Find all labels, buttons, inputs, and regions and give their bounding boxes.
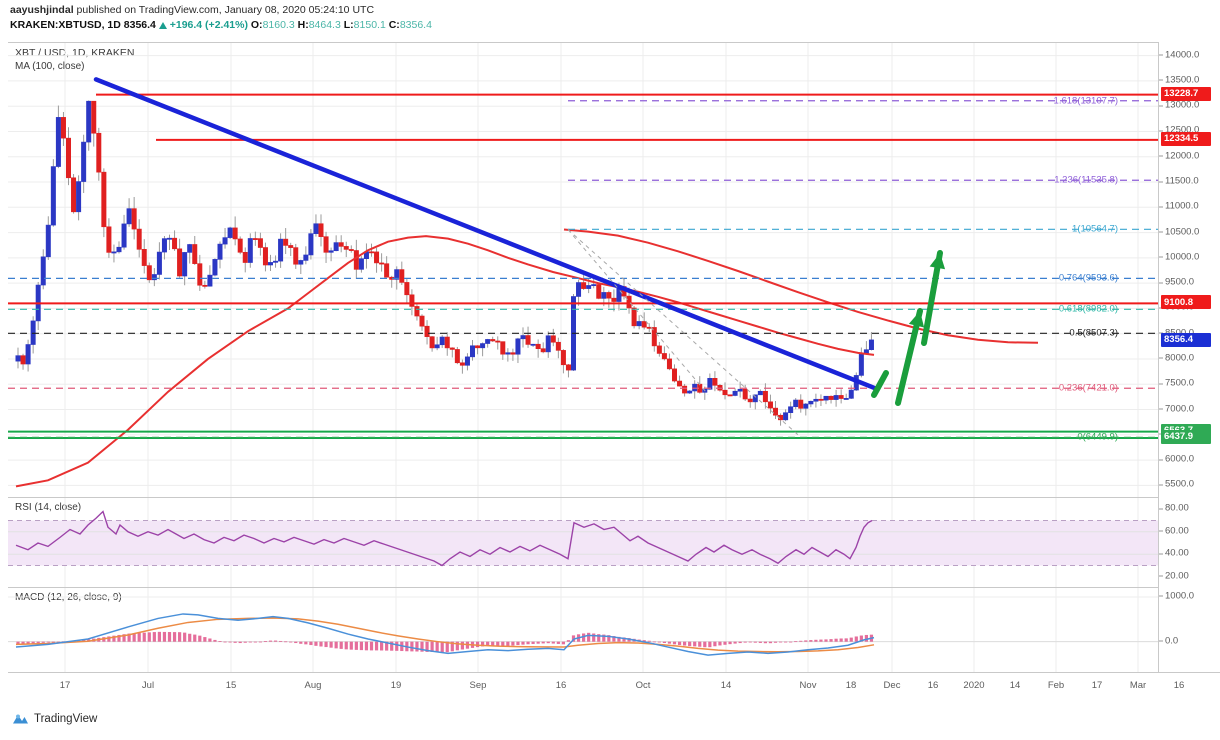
macd-axis-tick: 1000.0 bbox=[1158, 590, 1195, 602]
time-axis-tick: 17 bbox=[1091, 680, 1103, 691]
price-axis-tick: 8000.0 bbox=[1158, 352, 1195, 364]
high-value: 8464.3 bbox=[308, 19, 341, 31]
author-name: aayushjindal bbox=[10, 4, 74, 16]
fib-level-label: 0.618(8982.0) bbox=[1058, 303, 1118, 315]
price-axis-tick: 10000.0 bbox=[1158, 251, 1200, 263]
close-value: 8356.4 bbox=[399, 19, 432, 31]
price-plot bbox=[8, 43, 1158, 498]
time-axis-tick: Jul bbox=[141, 680, 155, 691]
price-axis-tick: 12000.0 bbox=[1158, 150, 1200, 162]
macd-pane[interactable]: MACD (12, 26, close, 9) bbox=[8, 587, 1158, 673]
time-axis[interactable]: 17 Jul 15 Aug 19 Sep 16 Oct 14 Nov 18 Dec 16 2020 14 Fe… bbox=[8, 672, 1220, 699]
mountain-icon bbox=[13, 714, 28, 724]
time-axis-tick: 19 bbox=[390, 680, 402, 691]
price-axis-tick: 8500.0 bbox=[1158, 327, 1194, 338]
up-arrow-annotation bbox=[921, 250, 946, 346]
symbol-quote-line: KRAKEN:XBTUSD, 1D 8356.4 +196.4 (+2.41%)… bbox=[10, 19, 432, 31]
rsi-axis-tick: 60.00 bbox=[1159, 525, 1189, 537]
fib-level-label: 0.5(8507.3) bbox=[1069, 327, 1118, 339]
time-axis-tick: 14 bbox=[720, 680, 732, 691]
price-axis-tick: 13500.0 bbox=[1158, 74, 1200, 86]
fib-level-label: 1.618(13107.7) bbox=[1053, 95, 1118, 107]
fib-level-label: 1.236(11535.8) bbox=[1054, 174, 1118, 186]
price-axis-tick: 13000.0 bbox=[1158, 99, 1200, 111]
rsi-axis-tick: 20.00 bbox=[1159, 570, 1189, 582]
time-axis-tick: Nov bbox=[799, 680, 817, 691]
low-value: 8150.1 bbox=[353, 19, 386, 31]
price-axis-tick: 11000.0 bbox=[1159, 200, 1199, 212]
time-axis-tick: 14 bbox=[1009, 680, 1021, 691]
open-label: O: bbox=[250, 19, 263, 31]
time-axis-tick: 16 bbox=[1173, 680, 1185, 691]
time-axis-tick: Oct bbox=[635, 680, 651, 691]
high-label: H: bbox=[297, 19, 309, 31]
fib-level-label: 0(6449.9) bbox=[1077, 431, 1118, 443]
tradingview-logo[interactable]: TradingView bbox=[12, 712, 97, 725]
diagonal-dash-annotation bbox=[871, 370, 889, 398]
time-axis-tick: 16 bbox=[555, 680, 567, 691]
time-axis-tick: 18 bbox=[845, 680, 857, 691]
price-axis-tick: 14000.0 bbox=[1158, 49, 1200, 61]
chart-header: aayushjindal published on TradingView.co… bbox=[0, 0, 1220, 42]
symbol-label: KRAKEN:XBTUSD, 1D bbox=[10, 19, 121, 31]
price-axis-tick: 9500.0 bbox=[1158, 276, 1195, 288]
fib-level-label: 0.236(7421.0) bbox=[1058, 382, 1118, 394]
price-badge: 8356.4 bbox=[1161, 332, 1211, 347]
chart-frame[interactable]: XBT / USD, 1D, KRAKEN MA (100, close) 1.… bbox=[0, 42, 1220, 712]
fib-level-label: 0.764(9593.6) bbox=[1058, 272, 1118, 284]
time-axis-tick: Dec bbox=[883, 680, 901, 691]
price-axis[interactable]: 14000.0 13500.0 13000.0 12500.0 12000.0 11500… bbox=[1158, 42, 1220, 672]
time-axis-tick: Mar bbox=[1129, 680, 1147, 691]
price-axis-tick: 12500.0 bbox=[1158, 124, 1200, 136]
rsi-axis-tick: 80.00 bbox=[1159, 502, 1189, 514]
time-axis-tick: 2020 bbox=[963, 680, 985, 691]
price-axis-tick: 7000.0 bbox=[1158, 403, 1195, 415]
price-axis-tick: 7500.0 bbox=[1158, 377, 1195, 389]
low-label: L: bbox=[343, 19, 354, 31]
price-badge: 13228.7 bbox=[1161, 86, 1211, 101]
time-axis-tick: Sep bbox=[469, 680, 487, 691]
tradingview-brand: TradingView bbox=[34, 712, 98, 725]
price-pane[interactable]: XBT / USD, 1D, KRAKEN MA (100, close) 1.… bbox=[8, 42, 1158, 498]
price-badge: 6437.9 bbox=[1161, 429, 1211, 444]
time-axis-tick: 16 bbox=[927, 680, 939, 691]
rsi-pane[interactable]: RSI (14, close) bbox=[8, 497, 1158, 588]
time-axis-tick: 15 bbox=[225, 680, 237, 691]
rsi-plot bbox=[8, 498, 1158, 588]
rsi-indicator-title: RSI (14, close) bbox=[14, 502, 83, 513]
price-axis-tick: 5500.0 bbox=[1158, 478, 1195, 490]
price-axis-tick: 6000.0 bbox=[1158, 453, 1195, 465]
time-axis-tick: 17 bbox=[59, 680, 71, 691]
last-price: 8356.4 bbox=[123, 19, 156, 31]
up-arrow-annotation bbox=[895, 308, 925, 406]
fib-level-label: 1(10564.7) bbox=[1072, 223, 1118, 235]
time-axis-tick: Aug bbox=[304, 680, 322, 691]
price-axis-tick: 11500.0 bbox=[1159, 175, 1199, 187]
ma-indicator-title: MA (100, close) bbox=[14, 61, 86, 72]
macd-plot bbox=[8, 588, 1158, 673]
macd-indicator-title: MACD (12, 26, close, 9) bbox=[14, 592, 123, 603]
published-text: published on TradingView.com, January 08… bbox=[73, 4, 375, 16]
publication-line: aayushjindal published on TradingView.co… bbox=[10, 4, 374, 16]
price-badge: 12334.5 bbox=[1161, 131, 1211, 146]
rsi-axis-tick: 40.00 bbox=[1159, 547, 1189, 559]
price-axis-tick: 10500.0 bbox=[1158, 226, 1200, 238]
price-badge: 9100.8 bbox=[1161, 295, 1211, 310]
triangle-up-icon bbox=[158, 22, 167, 29]
chart-footer: TradingView bbox=[0, 706, 1220, 740]
open-value: 8160.3 bbox=[262, 19, 295, 31]
macd-axis-tick: 0.0 bbox=[1158, 635, 1179, 647]
time-axis-tick: Feb bbox=[1047, 680, 1065, 691]
price-change: +196.4 (+2.41%) bbox=[169, 19, 248, 31]
close-label: C: bbox=[388, 19, 400, 31]
